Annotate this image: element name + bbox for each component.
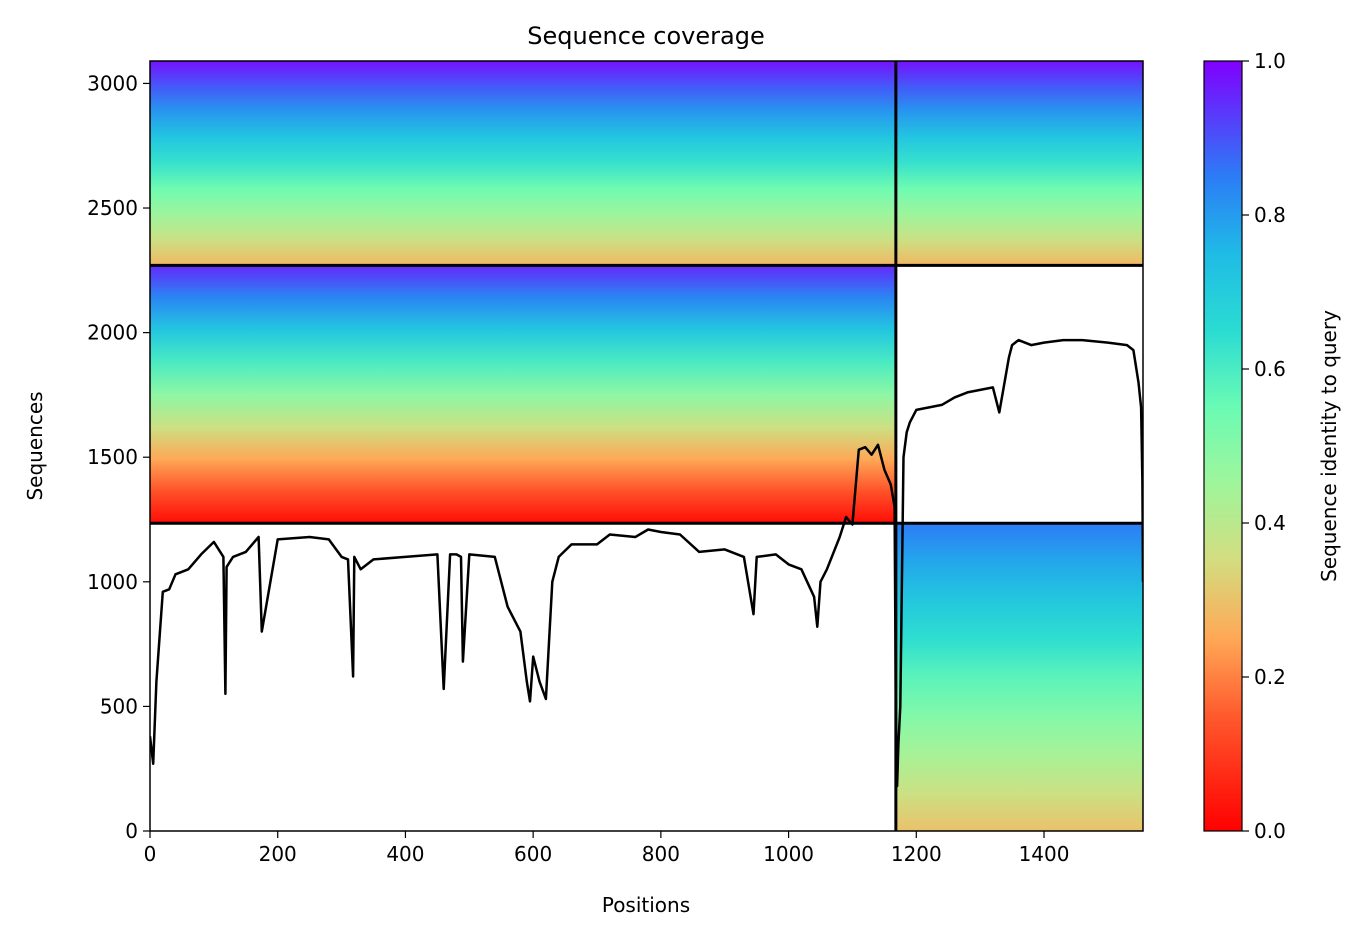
- chart-title: Sequence coverage: [527, 22, 764, 50]
- y-tick-label: 3000: [87, 71, 138, 95]
- coverage-line: [150, 338, 1143, 788]
- plot-frame: [149, 60, 1144, 832]
- heatmap-block-chain-A-unpaired: [150, 265, 896, 524]
- x-tick-label: 0: [144, 842, 157, 866]
- x-tick-label: 1000: [763, 842, 814, 866]
- colorbar: [1203, 60, 1243, 832]
- y-tick-label: 500: [100, 694, 138, 718]
- y-tick-label: 2000: [87, 321, 138, 345]
- x-tick-label: 1400: [1019, 842, 1070, 866]
- colorbar-axis: 0.0 0.2 0.4 0.6 0.8 1.0: [1242, 49, 1286, 843]
- x-tick-label: 800: [642, 842, 680, 866]
- y-axis-label: Sequences: [23, 391, 47, 500]
- heatmap-block-chain-B-unpaired: [895, 523, 1143, 831]
- heatmap-blocks: [150, 61, 1143, 831]
- colorbar-tick-label: 0.8: [1254, 203, 1286, 227]
- colorbar-tick-label: 0.4: [1254, 511, 1286, 535]
- y-tick-label: 1000: [87, 570, 138, 594]
- colorbar-label: Sequence identity to query: [1317, 310, 1341, 582]
- x-tick-label: 600: [514, 842, 552, 866]
- x-axis-label: Positions: [602, 893, 690, 917]
- x-axis: 0 200 400 600 800 1000 1200 1400: [144, 831, 1070, 866]
- y-axis: 0 500 1000 1500 2000 2500 3000: [87, 71, 150, 843]
- x-tick-label: 400: [386, 842, 424, 866]
- y-tick-label: 2500: [87, 196, 138, 220]
- y-tick-label: 1500: [87, 445, 138, 469]
- coverage-line-group: [150, 338, 1143, 788]
- x-tick-label: 1200: [891, 842, 942, 866]
- y-tick-label: 0: [125, 819, 138, 843]
- colorbar-tick-label: 0.6: [1254, 357, 1286, 381]
- colorbar-tick-label: 1.0: [1254, 49, 1286, 73]
- x-tick-label: 200: [259, 842, 297, 866]
- colorbar-tick-label: 0.2: [1254, 665, 1286, 689]
- heatmap-block-paired: [150, 61, 1143, 266]
- colorbar-tick-label: 0.0: [1254, 819, 1286, 843]
